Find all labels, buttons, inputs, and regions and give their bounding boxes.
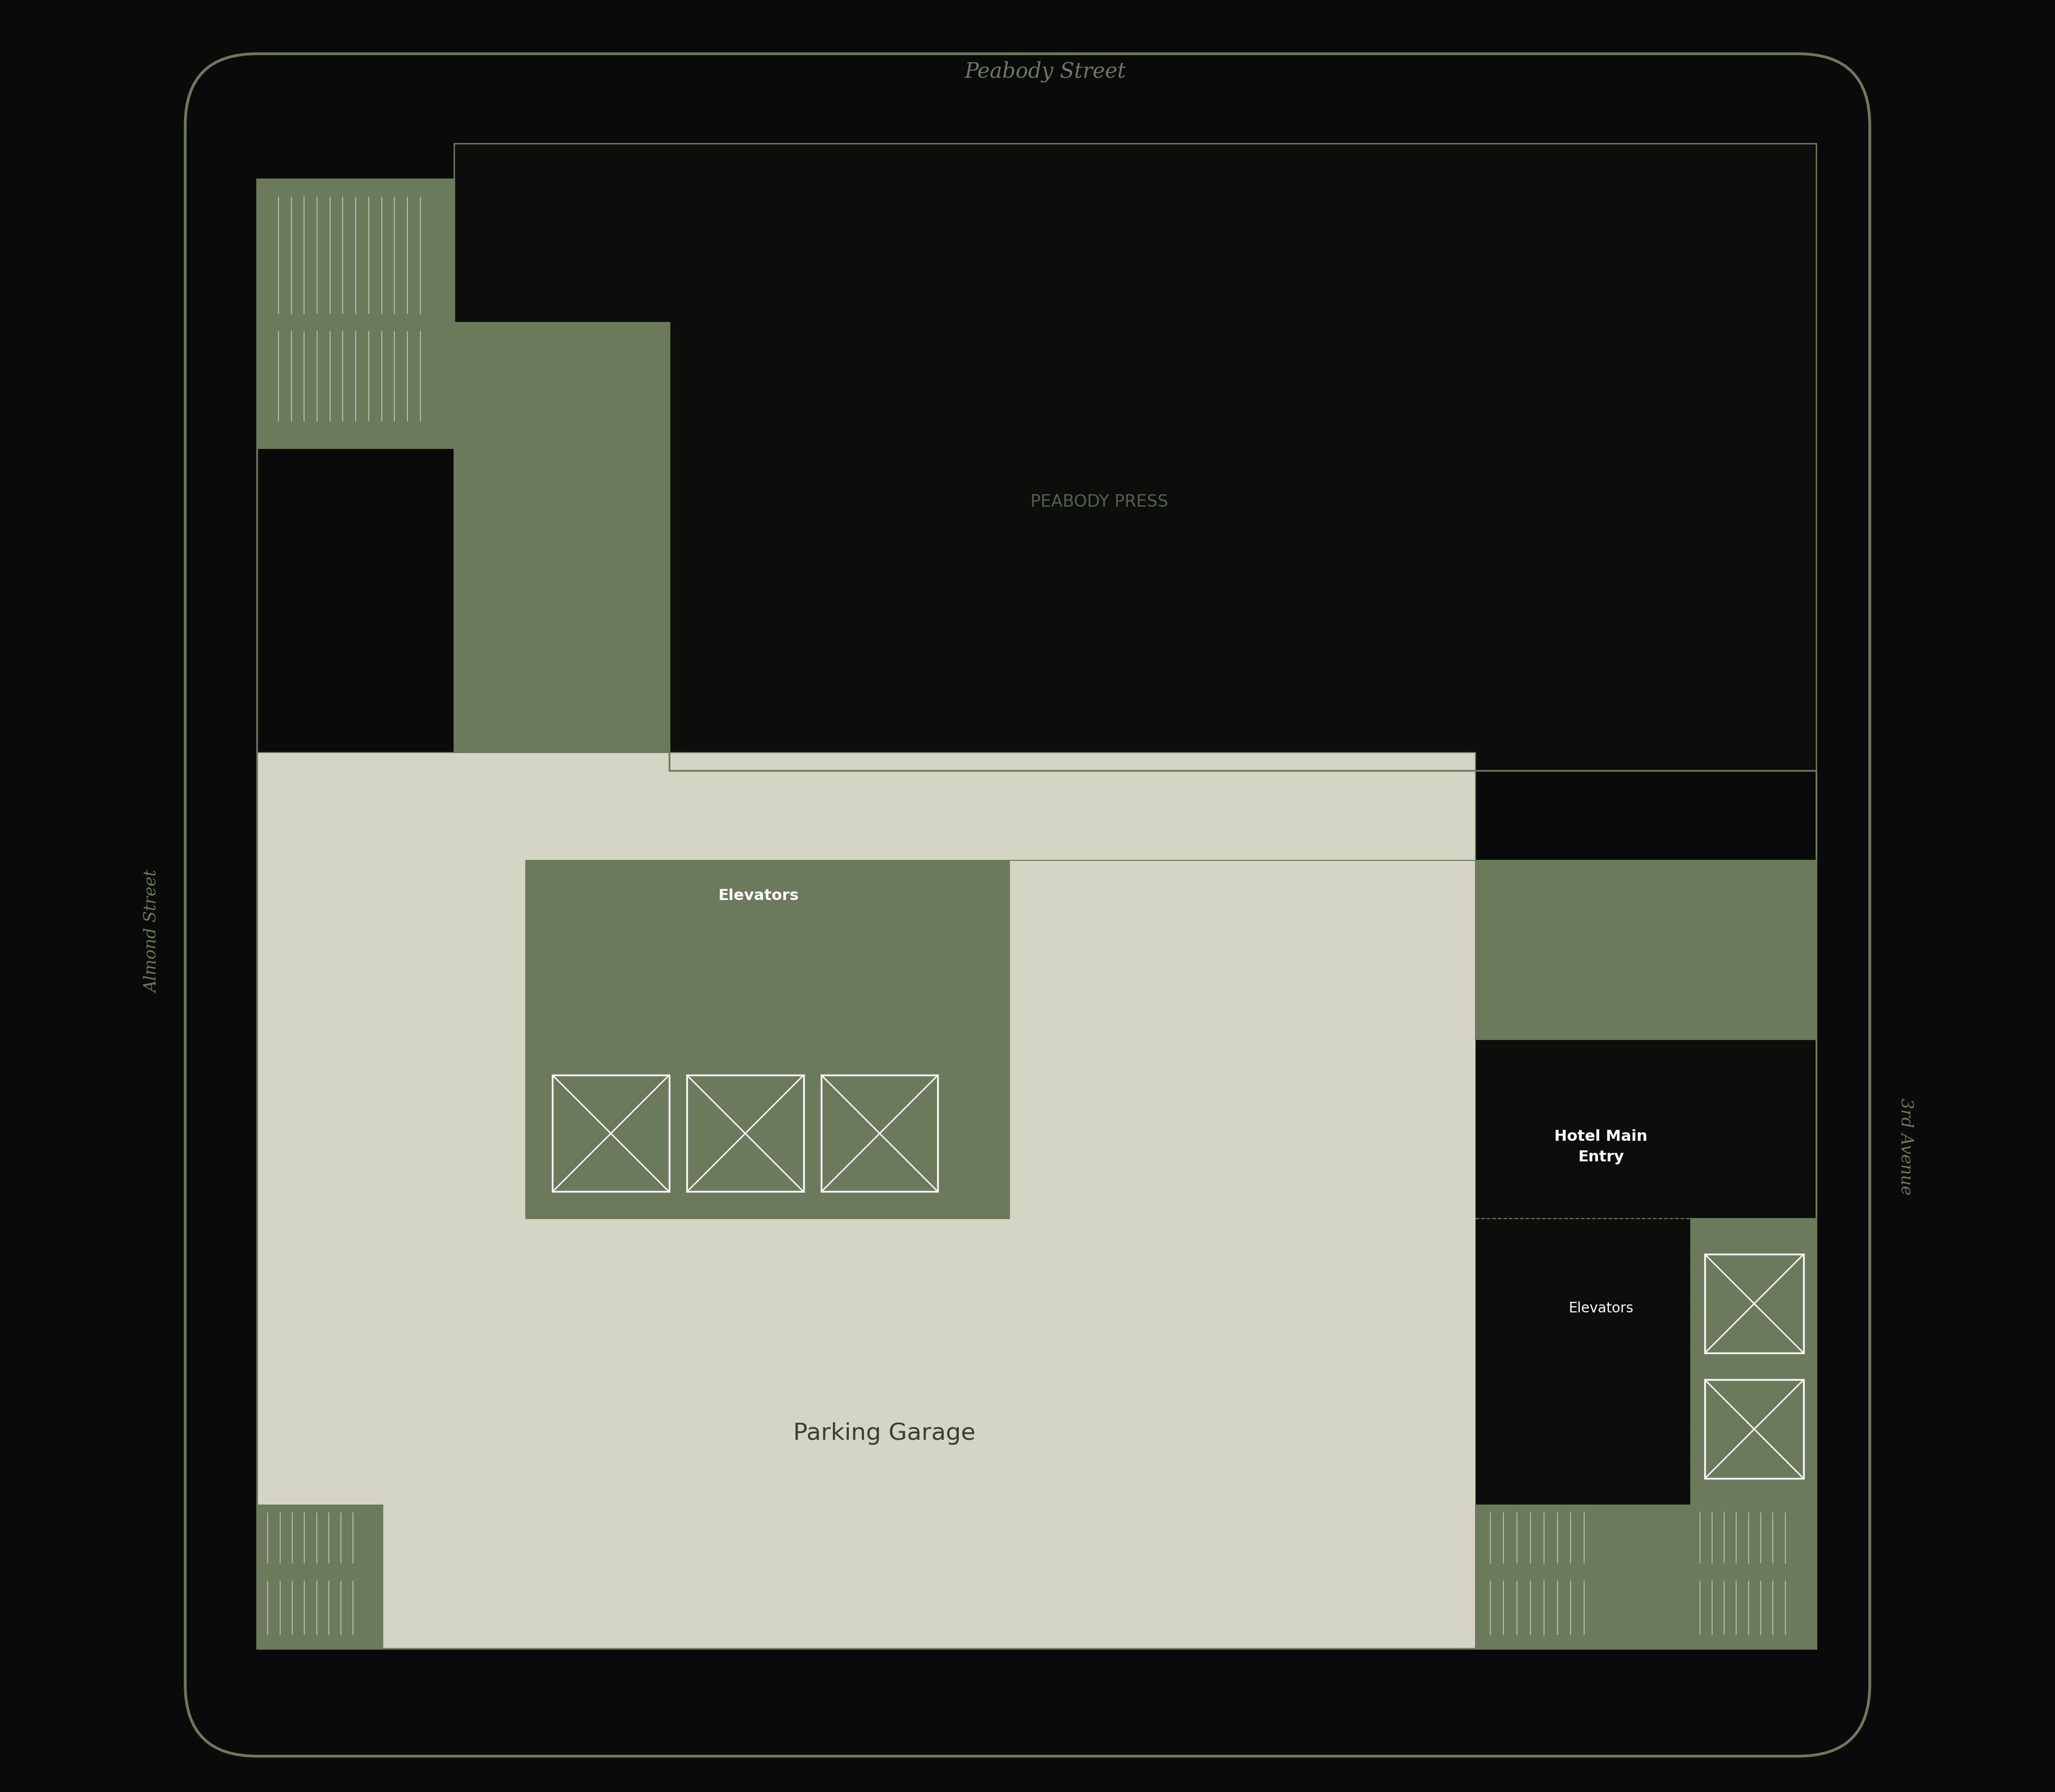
Bar [526,860,1009,1219]
Text: Parking Garage: Parking Garage [793,1423,976,1444]
Text: 3rd Avenue: 3rd Avenue [1897,1098,1913,1195]
FancyBboxPatch shape [185,54,1870,1756]
Bar [1475,860,1817,1039]
Polygon shape [257,753,1817,1649]
Text: Peabody Street: Peabody Street [964,61,1126,82]
Text: Almond Street: Almond Street [146,871,160,993]
Text: PEABODY PRESS: PEABODY PRESS [1030,493,1167,511]
Bar [1475,1039,1817,1505]
Bar [822,1075,937,1192]
Text: Elevators: Elevators [719,889,799,903]
Bar [454,143,1817,771]
Bar [257,1505,382,1649]
Bar [553,1075,670,1192]
Bar [686,1075,804,1192]
Text: Hotel Main
Entry: Hotel Main Entry [1554,1129,1648,1165]
Bar [1691,1505,1817,1649]
Bar [1691,1219,1817,1505]
Bar [1706,1254,1804,1353]
Polygon shape [257,179,670,771]
Bar [1475,1505,1691,1649]
Text: Elevators: Elevators [1568,1301,1634,1315]
Bar [1706,1380,1804,1478]
